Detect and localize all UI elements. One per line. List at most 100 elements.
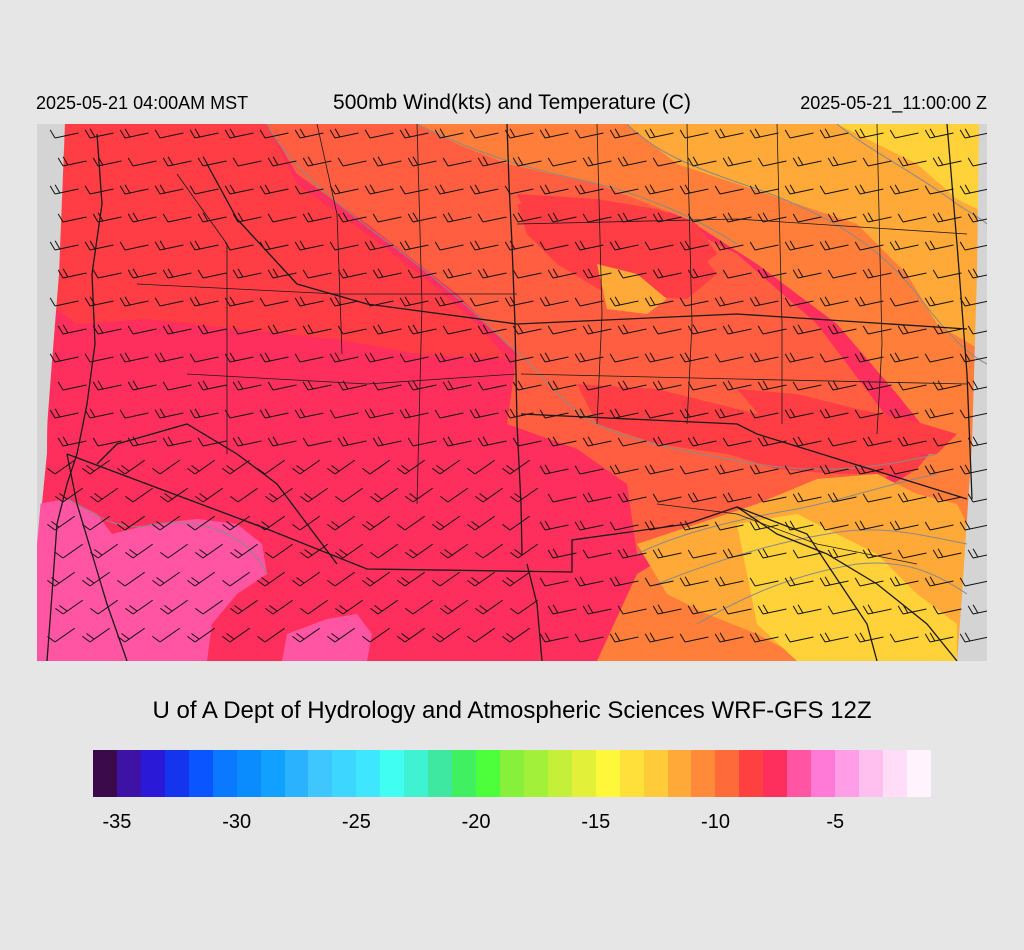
county-line-7 <box>876 124 883 435</box>
wind-barb <box>827 212 857 223</box>
wind-barb <box>967 212 987 223</box>
wind-barb <box>827 492 857 503</box>
wind-barb <box>784 352 814 363</box>
valid-time-label: 2025-05-21 04:00AM MST <box>36 93 249 113</box>
wind-barb <box>679 352 709 363</box>
wind-barb <box>574 352 604 363</box>
wind-barb <box>617 269 647 279</box>
wind-barb <box>407 269 437 279</box>
wind-barb <box>819 576 849 587</box>
west-coast <box>46 133 103 661</box>
colorado-border <box>516 313 968 330</box>
wind-barb <box>259 129 289 139</box>
wind-barb <box>302 380 332 391</box>
wind-barb <box>372 436 402 447</box>
wind-barb <box>574 633 604 643</box>
wind-barb <box>784 184 814 195</box>
wind-barb <box>582 604 612 615</box>
wind-barb <box>162 436 192 447</box>
wind-barb <box>967 325 987 335</box>
colorbar-swatch <box>691 750 716 797</box>
wind-barb <box>477 324 507 335</box>
wind-barb <box>187 459 215 475</box>
wind-barb <box>687 324 717 335</box>
nevada-arizona-border <box>96 423 338 565</box>
wind-barb <box>230 487 258 503</box>
wind-barb <box>230 543 258 559</box>
wind-barb <box>959 577 987 587</box>
wind-barb <box>405 543 433 559</box>
wind-barb <box>337 436 367 447</box>
wind-barb <box>399 408 429 419</box>
temp-zone-minus4-west <box>37 499 267 661</box>
temp-zone-minus4-south <box>282 614 372 661</box>
wind-barb <box>924 240 954 251</box>
wind-barb <box>862 604 892 615</box>
wind-barb <box>407 437 437 447</box>
colorbar-swatch <box>667 750 692 797</box>
wind-barb <box>337 380 367 391</box>
wind-barb <box>854 128 884 139</box>
wind-barb <box>469 184 499 195</box>
wind-barb <box>827 437 857 447</box>
wind-barb <box>327 627 355 643</box>
wind-barb <box>889 520 919 531</box>
wind-barb <box>329 409 359 419</box>
colorbar-swatch <box>116 750 141 797</box>
temp-zone-minus6-northwest <box>49 124 507 359</box>
wind-barb <box>84 128 114 139</box>
wind-barb <box>924 185 954 195</box>
wind-barb <box>407 380 437 391</box>
wind-barb <box>117 459 145 475</box>
wind-barb <box>792 268 822 279</box>
wind-barb <box>154 240 184 251</box>
wind-barb <box>749 409 779 419</box>
wind-barb <box>757 325 787 335</box>
wind-barb <box>370 599 398 615</box>
wind-barb <box>687 436 717 447</box>
wind-barb <box>547 604 577 615</box>
wind-barb <box>932 212 962 223</box>
wind-barb <box>232 157 262 167</box>
colorbar-swatch <box>236 750 261 797</box>
temperature-colorbar <box>93 750 931 797</box>
wind-barb <box>469 240 499 251</box>
wind-barb <box>399 353 429 363</box>
wind-barb <box>224 409 254 419</box>
wind-barb <box>469 408 499 419</box>
wind-barb <box>197 269 227 279</box>
wind-barb <box>399 240 429 251</box>
wind-barb <box>257 571 285 587</box>
wind-barb <box>189 185 219 195</box>
wind-barb <box>827 605 857 615</box>
wind-barb <box>792 156 822 167</box>
wind-barb <box>644 241 674 251</box>
wind-barb <box>609 576 639 587</box>
wind-barb <box>335 599 363 615</box>
wind-barb <box>502 571 530 587</box>
wind-barb <box>442 212 472 223</box>
wind-barb <box>259 352 289 363</box>
wind-barb <box>407 324 437 335</box>
wind-barb <box>582 436 612 447</box>
temp-zone-minus10-southeast <box>737 514 957 661</box>
baja-coast <box>66 453 128 661</box>
wind-barb <box>92 437 122 447</box>
wind-barb <box>959 632 987 643</box>
wind-barb <box>189 296 219 307</box>
wind-barb <box>405 599 433 615</box>
wind-barb <box>617 492 647 503</box>
wind-barb <box>117 515 145 531</box>
colorbar-swatch <box>763 750 788 797</box>
wind-barb <box>644 409 674 419</box>
wind-barb <box>195 543 223 559</box>
wind-barb <box>119 352 149 363</box>
county-line-10 <box>186 373 518 385</box>
wind-barb <box>397 571 425 587</box>
wind-barb <box>539 632 569 643</box>
wind-barb <box>125 599 153 615</box>
temperature-contour <box>636 473 938 555</box>
wind-barb <box>467 459 495 475</box>
colorbar-tick-label: -20 <box>461 811 491 833</box>
wind-barb <box>434 409 464 419</box>
